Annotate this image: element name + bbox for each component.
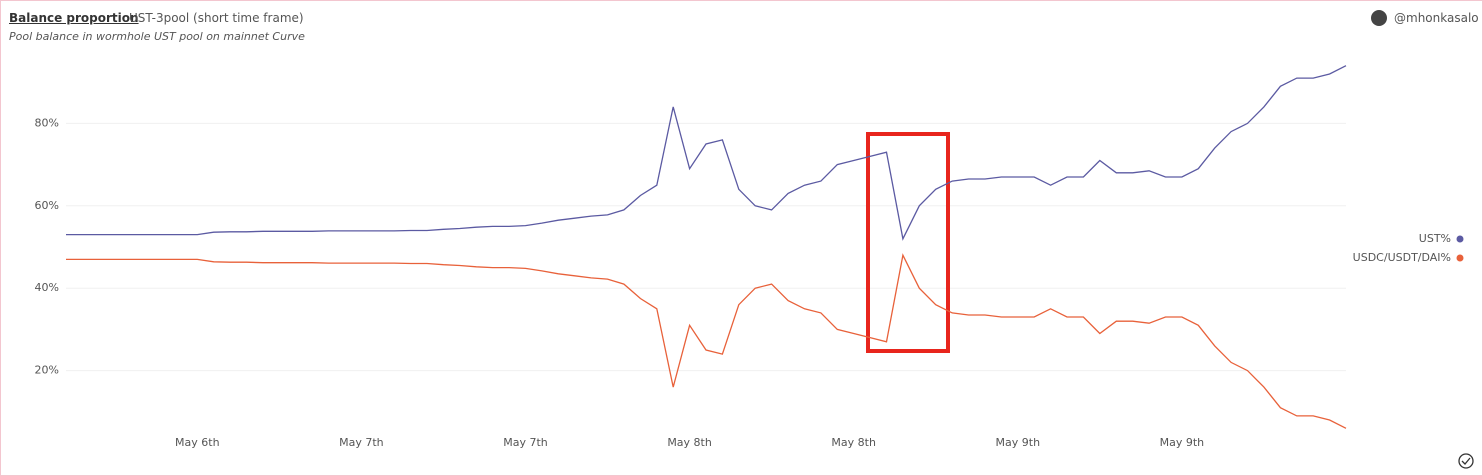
x-tick-label: May 7th [503, 436, 548, 449]
x-tick-label: May 7th [339, 436, 384, 449]
x-tick-label: May 8th [667, 436, 712, 449]
x-tick-label: May 9th [1160, 436, 1205, 449]
query-name: UST-3pool (short time frame) [129, 11, 304, 25]
x-tick-label: May 8th [831, 436, 876, 449]
legend-marker [1456, 235, 1464, 243]
legend-label: UST% [1419, 232, 1451, 245]
y-tick-label: 20% [35, 364, 59, 377]
check-mark [1461, 457, 1471, 465]
avatar[interactable] [1371, 10, 1387, 26]
chart-title[interactable]: Balance proportion [9, 11, 139, 25]
subtitle: Pool balance in wormhole UST pool on mai… [9, 30, 305, 43]
author[interactable]: @mhonkasalo [1394, 11, 1479, 25]
legend-marker [1456, 254, 1464, 262]
y-tick-label: 80% [35, 116, 59, 129]
y-tick-label: 40% [35, 281, 59, 294]
line-series [66, 253, 1347, 429]
line-series [66, 65, 1347, 241]
y-tick-label: 60% [35, 199, 59, 212]
legend-label: USDC/USDT/DAI% [1353, 251, 1451, 264]
x-tick-label: May 9th [996, 436, 1041, 449]
x-tick-label: May 6th [175, 436, 220, 449]
check-icon[interactable] [1458, 453, 1474, 469]
highlight-box [866, 132, 950, 353]
